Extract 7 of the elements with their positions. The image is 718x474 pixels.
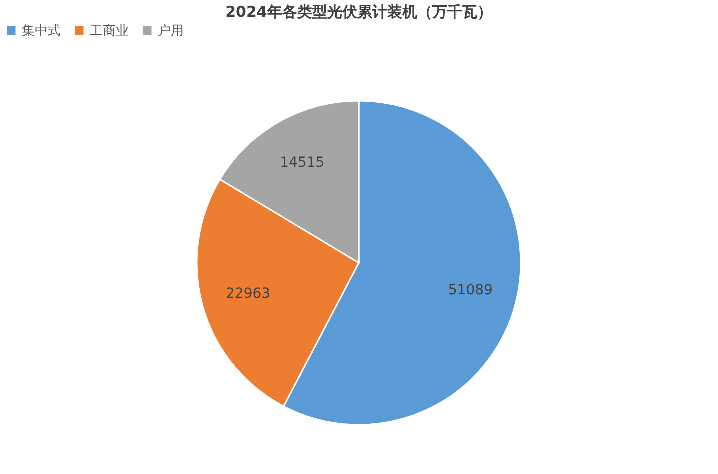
data-label: 14515: [280, 154, 325, 171]
data-label: 51089: [448, 282, 493, 298]
legend-label: 集中式: [22, 24, 61, 39]
data-label: 22963: [226, 286, 271, 302]
legend-label: 户用: [158, 24, 184, 39]
chart-title: 2024年各类型光伏累计装机（万千瓦）: [226, 3, 492, 21]
legend-label: 工商业: [90, 24, 129, 39]
